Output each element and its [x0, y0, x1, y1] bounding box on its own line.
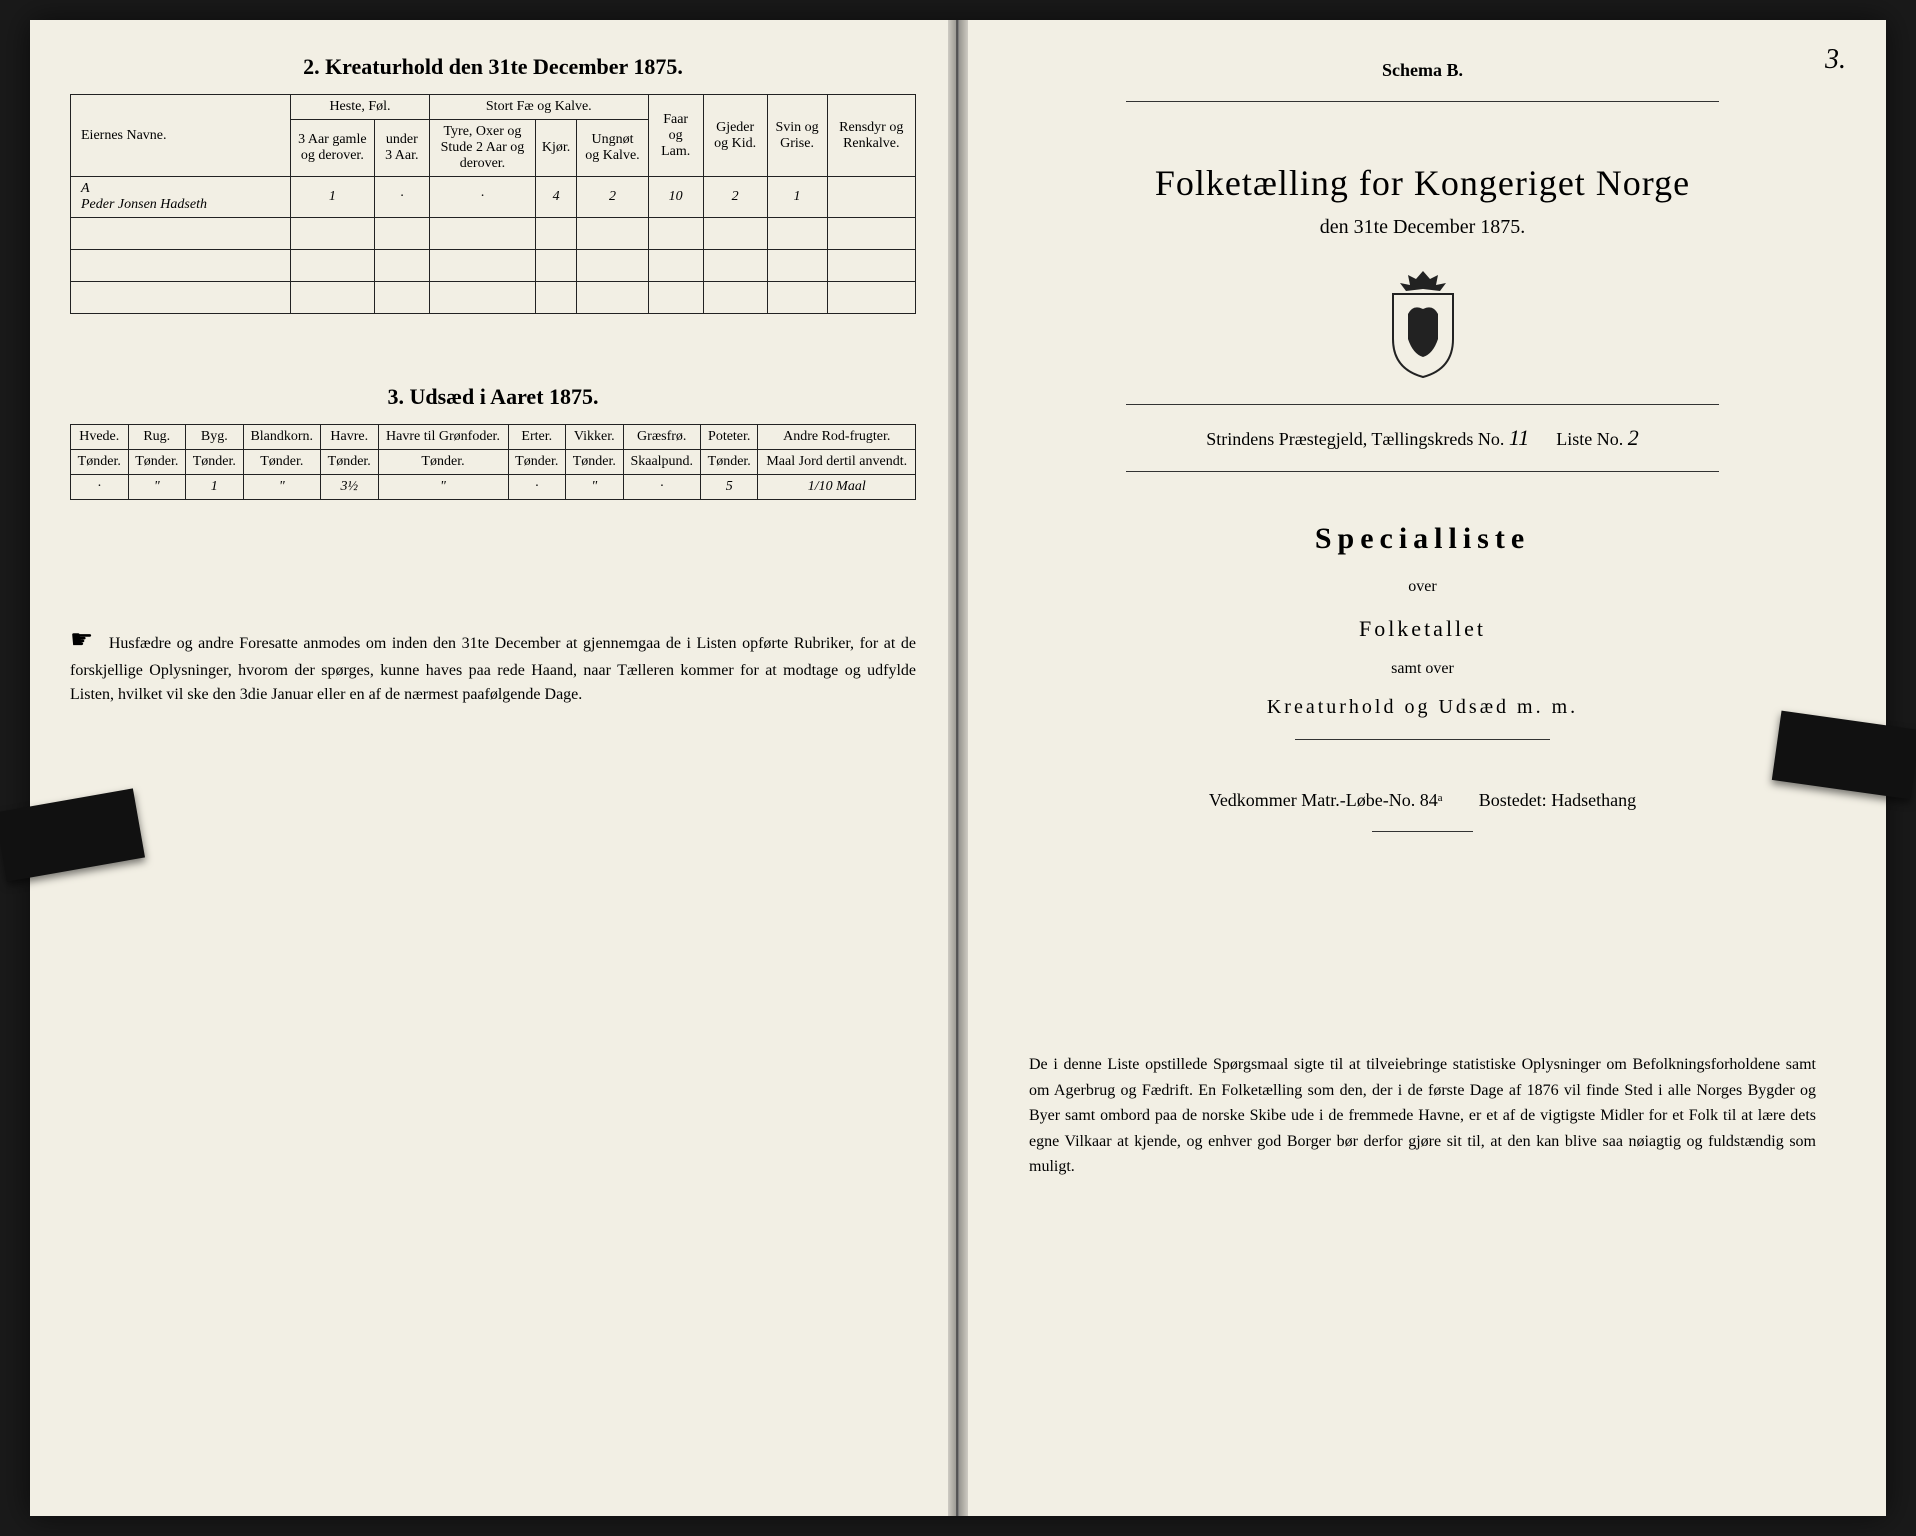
col-h2: under 3 Aar.: [374, 120, 429, 177]
col: Hvede.: [71, 425, 129, 450]
col: Havre.: [320, 425, 378, 450]
col: Vikker.: [566, 425, 624, 450]
bottom-paragraph: De i denne Liste opstillede Spørgsmaal s…: [999, 1052, 1846, 1180]
col-c2: Kjør.: [535, 120, 576, 177]
row-mark: A: [81, 181, 90, 196]
right-page: 3. Schema B. Folketælling for Kongeriget…: [958, 20, 1886, 1516]
sub: Tønder.: [320, 450, 378, 475]
cell: ·: [429, 177, 535, 218]
kreatur-label: Kreaturhold og Udsæd m. m.: [999, 696, 1846, 719]
sub: Tønder.: [378, 450, 508, 475]
parish-line: Strindens Præstegjeld, Tællingskreds No.…: [999, 425, 1846, 451]
cell: 3½: [320, 475, 378, 500]
col: Rug.: [128, 425, 186, 450]
divider: [1126, 404, 1719, 405]
book-spread: 2. Kreaturhold den 31te December 1875. E…: [30, 20, 1886, 1516]
coat-of-arms-icon: [999, 269, 1846, 384]
cell: ·: [374, 177, 429, 218]
cell: [827, 177, 915, 218]
schema-label: Schema B.: [999, 60, 1846, 81]
pointing-hand-icon: ☛: [70, 625, 93, 654]
sub: Tønder.: [508, 450, 566, 475]
parish-label: Strindens Præstegjeld, Tællingskreds No.: [1206, 429, 1504, 449]
row-name: Peder Jonsen Hadseth: [81, 197, 207, 212]
sub: Tønder.: [128, 450, 186, 475]
footnote-text: Husfædre og andre Foresatte anmodes om i…: [70, 635, 916, 703]
cell: 5: [700, 475, 758, 500]
cell: ": [128, 475, 186, 500]
col-h1: 3 Aar gamle og derover.: [291, 120, 375, 177]
cell: 1/10 Maal: [758, 475, 916, 500]
col-owner: Eiernes Navne.: [71, 95, 291, 177]
cell: ": [566, 475, 624, 500]
table-row: [71, 250, 916, 282]
cell: 1: [291, 177, 375, 218]
col-goat: Gjeder og Kid.: [703, 95, 767, 177]
table-kreaturhold: Eiernes Navne. Heste, Føl. Stort Fæ og K…: [70, 94, 916, 314]
cell: 10: [648, 177, 703, 218]
sub: Tønder.: [71, 450, 129, 475]
col: Græsfrø.: [623, 425, 700, 450]
cell: ": [243, 475, 320, 500]
divider: [1126, 471, 1719, 472]
sub: Maal Jord dertil anvendt.: [758, 450, 916, 475]
main-title: Folketælling for Kongeriget Norge: [999, 162, 1846, 204]
census-date: den 31te December 1875.: [999, 216, 1846, 239]
col: Havre til Grønfoder.: [378, 425, 508, 450]
col-c3: Ungnøt og Kalve.: [577, 120, 648, 177]
cell: 1: [767, 177, 827, 218]
col-rein: Rensdyr og Renkalve.: [827, 95, 915, 177]
cell: 1: [186, 475, 244, 500]
matr-line: Vedkommer Matr.-Løbe-No. 84ᵃ Bostedet: H…: [999, 790, 1846, 811]
grp-horse: Heste, Føl.: [291, 95, 430, 120]
over-label: over: [999, 578, 1846, 596]
cell: ·: [71, 475, 129, 500]
liste-no: 2: [1628, 425, 1639, 450]
left-page: 2. Kreaturhold den 31te December 1875. E…: [30, 20, 958, 1516]
sub: Tønder.: [243, 450, 320, 475]
col-pig: Svin og Grise.: [767, 95, 827, 177]
table-row: [71, 218, 916, 250]
table-row: · " 1 " 3½ " · " · 5 1/10 Maal: [71, 475, 916, 500]
col: Andre Rod-frugter.: [758, 425, 916, 450]
bosted-value: Hadsethang: [1551, 790, 1636, 810]
cell: ·: [508, 475, 566, 500]
table-row: A Peder Jonsen Hadseth 1 · · 4 2 10 2 1: [71, 177, 916, 218]
grp-cattle: Stort Fæ og Kalve.: [429, 95, 648, 120]
cell: ·: [623, 475, 700, 500]
section3-title: 3. Udsæd i Aaret 1875.: [70, 384, 916, 410]
matr-label: Vedkommer Matr.-Løbe-No.: [1209, 790, 1415, 810]
samt-label: samt over: [999, 660, 1846, 678]
header-row: Hvede. Rug. Byg. Blandkorn. Havre. Havre…: [71, 425, 916, 450]
cell: 2: [577, 177, 648, 218]
matr-no: 84ᵃ: [1420, 790, 1443, 810]
folketallet-label: Folketallet: [999, 616, 1846, 642]
col: Blandkorn.: [243, 425, 320, 450]
bosted-label: Bostedet:: [1479, 790, 1547, 810]
cell: 4: [535, 177, 576, 218]
col: Erter.: [508, 425, 566, 450]
sub: Tønder.: [700, 450, 758, 475]
sub: Tønder.: [186, 450, 244, 475]
section2-title: 2. Kreaturhold den 31te December 1875.: [70, 54, 916, 80]
col-sheep: Faar og Lam.: [648, 95, 703, 177]
specialliste-title: Specialliste: [999, 522, 1846, 556]
liste-label: Liste No.: [1556, 429, 1623, 449]
sub: Skaalpund.: [623, 450, 700, 475]
page-number: 3.: [1825, 44, 1846, 76]
table-row: [71, 282, 916, 314]
table-udsaed: Hvede. Rug. Byg. Blandkorn. Havre. Havre…: [70, 424, 916, 500]
subheader-row: Tønder. Tønder. Tønder. Tønder. Tønder. …: [71, 450, 916, 475]
sub: Tønder.: [566, 450, 624, 475]
cell: ": [378, 475, 508, 500]
col: Byg.: [186, 425, 244, 450]
cell: 2: [703, 177, 767, 218]
footnote-block: ☛ Husfædre og andre Foresatte anmodes om…: [70, 620, 916, 707]
divider: [1126, 101, 1719, 102]
col: Poteter.: [700, 425, 758, 450]
divider: [1372, 831, 1474, 832]
col-c1: Tyre, Oxer og Stude 2 Aar og derover.: [429, 120, 535, 177]
divider: [1295, 739, 1549, 740]
parish-no: 11: [1509, 425, 1529, 450]
